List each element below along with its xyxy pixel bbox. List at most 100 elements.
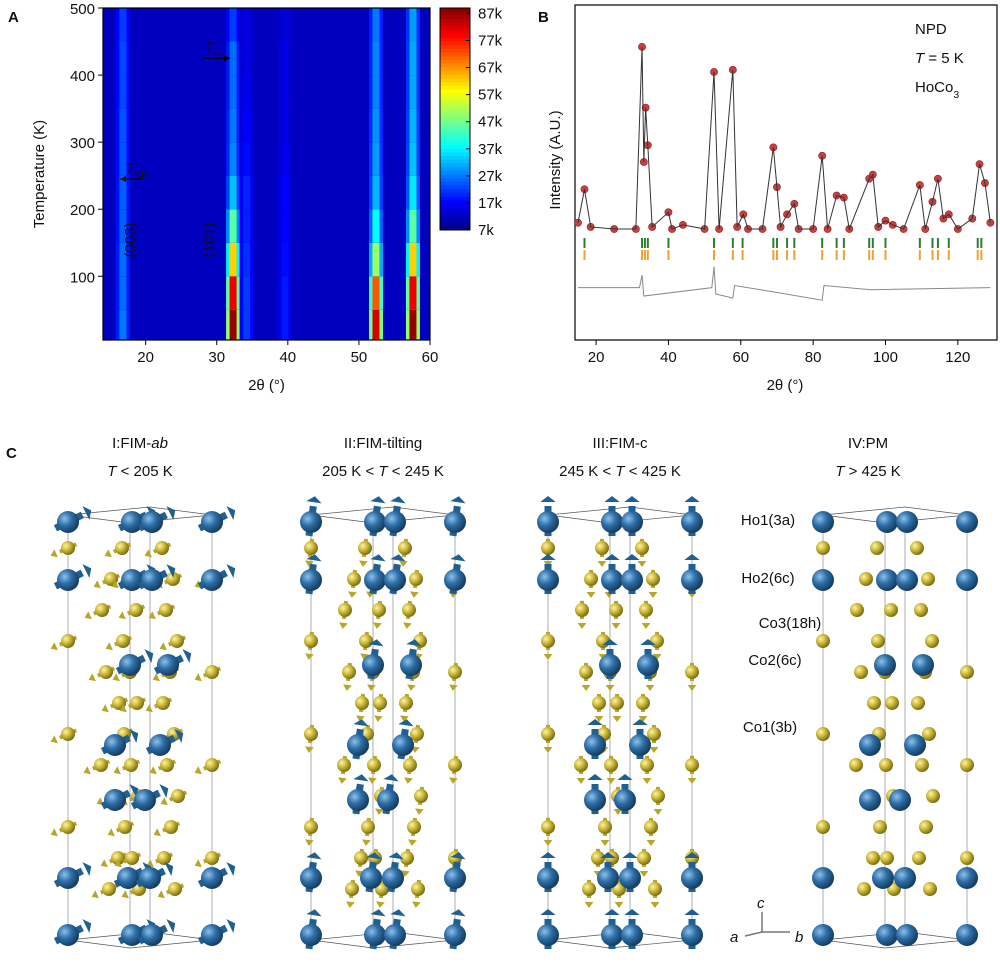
spin-head <box>684 496 700 502</box>
co-atom <box>541 634 555 648</box>
ho-atom <box>121 924 143 946</box>
ho-atom <box>121 511 143 533</box>
spin-head <box>159 642 167 651</box>
spin-head <box>604 496 620 502</box>
heatmap-cell <box>372 276 380 310</box>
ho-atom <box>629 734 651 756</box>
text-part: T <box>378 463 389 480</box>
ho-atom <box>537 569 559 591</box>
co-atom <box>582 882 596 896</box>
spin-head <box>624 554 640 560</box>
colorbar-step <box>440 82 470 87</box>
phase-title: I:FIM-ab <box>112 435 168 452</box>
spin-head <box>684 852 700 858</box>
colorbar-step <box>440 104 470 109</box>
co-atom <box>354 851 368 865</box>
y-tick-label: 200 <box>70 202 95 219</box>
spin-head <box>194 673 202 682</box>
spin-head <box>540 909 556 915</box>
ho-atom <box>300 924 322 946</box>
spin-head <box>576 778 586 784</box>
spin-head <box>84 611 92 620</box>
co-atom <box>866 851 880 865</box>
spin-head <box>159 784 169 798</box>
ho-atom <box>300 569 322 591</box>
spin-head <box>604 554 620 560</box>
x-tick-label: 60 <box>422 349 439 366</box>
heatmap-cell <box>281 242 289 277</box>
spin-head <box>112 673 120 682</box>
heatmap-cell <box>281 276 289 310</box>
heatmap-cell <box>409 309 417 340</box>
spin-head <box>408 839 417 846</box>
colorbar-step <box>440 78 470 83</box>
co-atom <box>541 820 555 834</box>
ho-atom <box>956 569 978 591</box>
colorbar-step <box>440 115 470 120</box>
co-atom <box>407 820 421 834</box>
axis-name: a <box>730 929 738 946</box>
x-tick-label: 80 <box>805 349 822 366</box>
x-tick-label: 40 <box>279 349 296 366</box>
heatmap-cell <box>281 209 289 243</box>
x-tick-label: 20 <box>588 349 605 366</box>
co-atom <box>609 603 623 617</box>
spin-head <box>648 592 658 598</box>
colorbar-step <box>440 215 470 220</box>
co-atom <box>304 634 318 648</box>
ho-atom <box>599 654 621 676</box>
phase-range: 205 K < T < 245 K <box>322 463 444 480</box>
colorbar-step <box>440 26 470 31</box>
co-atom <box>125 851 139 865</box>
co-atom <box>922 727 936 741</box>
colorbar-step <box>440 111 470 116</box>
co-atom <box>61 820 75 834</box>
spin-head <box>597 561 607 567</box>
spin-head <box>50 735 58 744</box>
spin-head <box>88 673 96 682</box>
spin-head <box>226 862 236 876</box>
co-atom <box>115 541 129 555</box>
co-atom <box>156 696 170 710</box>
ho-atom <box>201 867 223 889</box>
ho-atom <box>201 511 223 533</box>
heatmap-cell <box>229 209 237 243</box>
site-label: Co3(18h) <box>759 615 822 632</box>
ho-atom <box>812 924 834 946</box>
co-atom <box>921 572 935 586</box>
spin-head <box>450 852 466 860</box>
co-atom <box>816 820 830 834</box>
co-atom <box>867 696 881 710</box>
site-label: Ho1(3a) <box>741 512 795 529</box>
spin-head <box>343 684 352 691</box>
spin-head <box>107 828 115 837</box>
heatmap-cell <box>119 276 127 310</box>
co-atom <box>960 851 974 865</box>
co-atom <box>880 851 894 865</box>
spin-head <box>614 902 624 908</box>
ho-atom <box>812 569 834 591</box>
co-atom <box>873 820 887 834</box>
heatmap-cell <box>229 276 237 310</box>
colorbar-step <box>440 156 470 161</box>
colorbar-step <box>440 148 470 153</box>
colorbar-step <box>440 178 470 183</box>
co-atom <box>337 758 351 772</box>
colorbar-step <box>440 19 470 24</box>
spin-head <box>645 685 655 691</box>
spin-head <box>148 611 156 620</box>
ho-atom <box>141 511 163 533</box>
spin-head <box>367 684 376 691</box>
ho-atom <box>896 511 918 533</box>
heatmap-cell <box>409 41 417 76</box>
spin-head <box>346 901 355 908</box>
spin-head <box>119 704 127 713</box>
colorbar-step <box>440 67 470 72</box>
annotation: TC <box>205 39 222 61</box>
spin-head <box>449 684 458 691</box>
co-atom <box>361 820 375 834</box>
arrow-head <box>120 176 126 183</box>
heatmap-cell <box>281 41 289 76</box>
text-part: < 245 K <box>388 463 444 480</box>
co-atom <box>541 727 555 741</box>
